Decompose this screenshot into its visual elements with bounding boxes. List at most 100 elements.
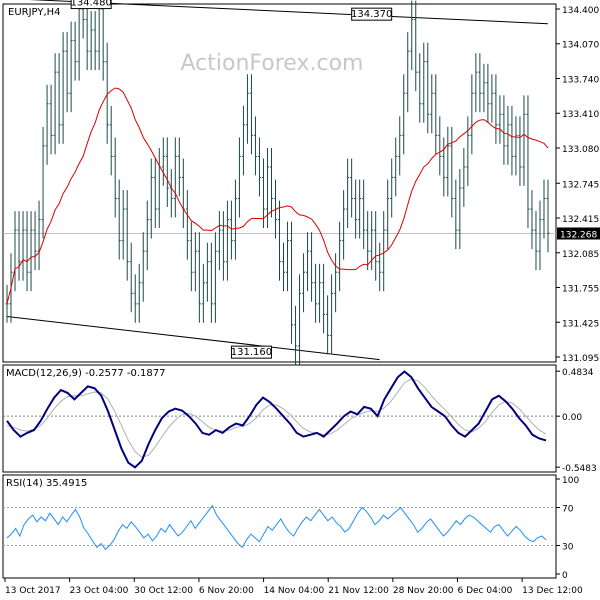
price-bar [205, 242, 209, 302]
watermark: ActionForex.com [181, 51, 364, 76]
price-bar [37, 200, 41, 271]
macd-tick-label: 0.4834 [562, 368, 594, 378]
x-tick-label: 13 Oct 2017 [5, 586, 61, 596]
price-bar [290, 221, 294, 344]
price-bar [169, 169, 173, 218]
price-bar [474, 53, 478, 113]
price-bar [217, 211, 221, 271]
macd-main-line [6, 370, 547, 469]
price-bar [117, 179, 121, 260]
annotation-label: 134.370 [351, 9, 392, 20]
price-bar [193, 232, 197, 292]
price-bar [358, 179, 362, 239]
price-bar [366, 211, 370, 271]
price-bar [442, 137, 446, 197]
price-bar [510, 105, 514, 176]
price-bar [422, 42, 426, 123]
price-bar [306, 232, 310, 292]
price-bar [221, 211, 225, 281]
price-bar [89, 11, 93, 71]
price-bar [322, 263, 326, 334]
price-bar [241, 105, 245, 176]
price-bar [245, 74, 249, 144]
price-bar [298, 274, 302, 365]
price-bar [145, 200, 149, 271]
price-bar [514, 116, 518, 176]
annotation-box [70, 0, 112, 10]
price-bar [530, 190, 534, 250]
price-bar [526, 95, 530, 229]
price-bar [342, 190, 346, 260]
price-bar [310, 232, 314, 302]
price-bar [181, 158, 185, 229]
price-tick-label: 132.745 [562, 180, 599, 190]
price-bar [294, 305, 298, 365]
price-bar [414, 0, 418, 92]
price-bar [506, 105, 510, 165]
price-bar [213, 232, 217, 323]
rsi-tick-label: 0 [562, 571, 568, 581]
rsi-label: RSI(14) 35.4915 [6, 478, 87, 489]
price-bar [350, 158, 354, 218]
price-bar [518, 116, 522, 186]
price-bar [133, 274, 137, 323]
annotation-box [230, 345, 272, 359]
price-tick-label: 134.400 [562, 6, 599, 16]
annotation-label: 131.160 [231, 347, 272, 358]
last-price-tag-bg [557, 227, 600, 240]
price-tick-label: 132.085 [562, 250, 599, 260]
price-bar [93, 11, 97, 71]
price-bar [426, 42, 430, 134]
price-bar [362, 179, 366, 250]
price-bar [390, 158, 394, 218]
price-bar [490, 74, 494, 123]
price-bar [41, 126, 45, 239]
price-bar [466, 116, 470, 186]
price-bar [446, 126, 450, 197]
price-bar [522, 95, 526, 186]
price-bar [330, 274, 334, 355]
price-bar [65, 32, 69, 113]
price-bar [137, 263, 141, 323]
price-bar [406, 32, 410, 113]
price-tick-label: 132.415 [562, 215, 599, 225]
price-bar [302, 253, 306, 313]
price-bar [85, 0, 89, 71]
price-bar [326, 295, 330, 355]
price-bar [173, 137, 177, 218]
price-bar [197, 232, 201, 323]
price-bar [29, 211, 33, 292]
price-bar [77, 0, 81, 81]
price-bar [17, 211, 21, 281]
price-bar [498, 95, 502, 144]
price-bar [278, 200, 282, 281]
price-bar [189, 221, 193, 292]
annotation-label: 134.480 [70, 0, 111, 9]
x-tick-label: 30 Oct 12:00 [134, 586, 193, 596]
moving-average-line [6, 87, 549, 304]
price-annotation: 134.370 [351, 7, 392, 21]
macd-tick-label: -0.5483 [562, 464, 597, 474]
price-bar [346, 158, 350, 229]
price-bar [438, 116, 442, 176]
price-bar [229, 200, 233, 260]
price-bar [105, 42, 109, 144]
price-bar [402, 74, 406, 155]
price-bar [418, 53, 422, 123]
price-bar [13, 211, 17, 292]
price-bar [470, 74, 474, 155]
last-price-tag: 132.268 [557, 227, 600, 240]
price-bar [410, 0, 414, 71]
price-bar [149, 158, 153, 239]
price-bar [125, 190, 129, 281]
price-bar [113, 137, 117, 218]
macd-signal-line [6, 378, 547, 458]
price-bar [394, 137, 398, 197]
price-bar [157, 147, 161, 229]
price-bar [282, 242, 286, 292]
price-bar [458, 169, 462, 250]
rsi-tick-label: 70 [562, 505, 574, 515]
price-bar [338, 221, 342, 292]
price-bar [538, 200, 542, 271]
price-bar [286, 221, 290, 292]
